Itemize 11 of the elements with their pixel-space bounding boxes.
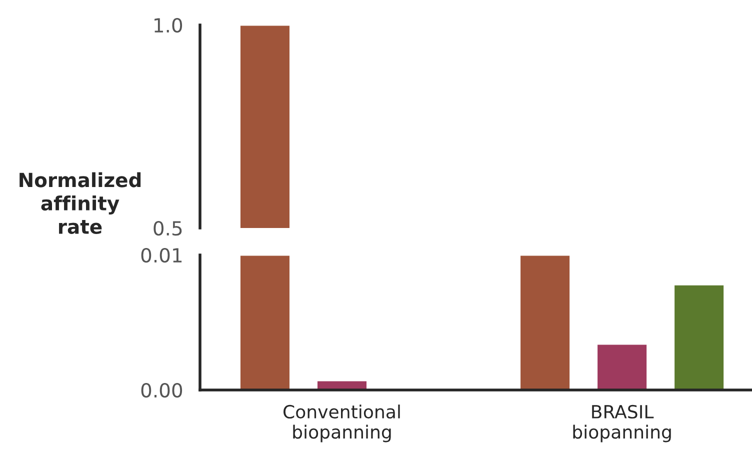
x-tick-label: Conventional biopanning: [284, 404, 400, 442]
bar: [673, 284, 725, 390]
bar: [519, 255, 571, 390]
y-tick-label: 0.00: [141, 382, 182, 398]
bar: [239, 255, 291, 390]
bar: [596, 343, 648, 390]
y-axis-title: Normalized affinity rate: [20, 172, 141, 234]
y-tick-label: 1.0: [154, 18, 182, 33]
y-tick-label: 0.5: [154, 220, 182, 236]
x-tick-label: BRASIL biopanning: [573, 404, 671, 442]
y-tick-label: 0.01: [141, 248, 182, 263]
